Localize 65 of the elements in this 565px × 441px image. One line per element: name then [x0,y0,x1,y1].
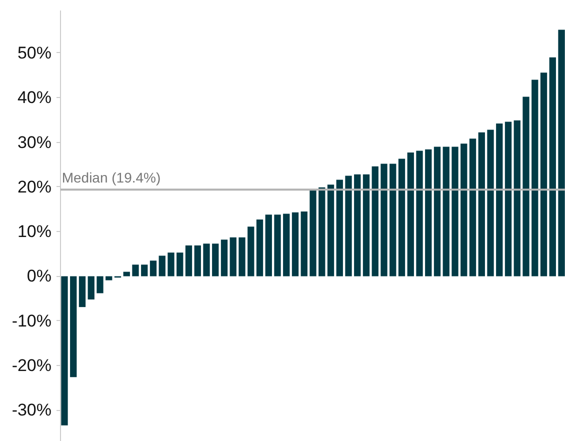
bar [141,264,148,276]
bar [434,146,441,276]
bar [283,214,290,276]
bar [372,166,378,276]
bar [230,237,236,276]
bar [212,244,219,276]
bar [88,276,94,300]
bar [522,96,530,276]
y-tick-label: -20% [12,356,52,376]
bar [514,120,520,276]
bar [96,276,104,294]
bar [150,260,157,276]
bar [362,174,370,276]
bar [398,158,406,276]
bar [238,237,246,276]
bar [407,152,414,276]
bar [168,252,174,276]
bar [203,244,210,276]
bar [442,146,450,276]
bar [336,180,343,276]
bar [61,276,68,426]
bar [78,276,86,308]
bar [416,150,423,276]
bar [185,245,192,276]
bar [354,174,361,276]
bar [158,256,166,276]
ref-line-label: Median (19.4%) [62,170,161,186]
y-tick-label: -30% [12,400,52,420]
bar [504,122,512,276]
bar [248,226,254,276]
bar [106,276,112,280]
bar [274,214,281,276]
bar [469,138,476,276]
bar [327,184,334,276]
bar [496,124,503,276]
bar [532,80,538,276]
bar [220,240,228,276]
bar [558,30,565,276]
bar [318,187,326,276]
bar [310,190,316,276]
bar [487,130,494,276]
y-tick-label: 50% [17,43,52,62]
y-tick-label: 40% [17,88,52,108]
bar [549,57,556,276]
bar [292,212,299,276]
y-tick-label: -10% [12,311,52,330]
bar [194,245,201,276]
bar [70,276,77,378]
bar [540,72,548,276]
bar [478,132,485,276]
bar [300,211,308,276]
bar [176,252,184,276]
bar [265,214,272,276]
y-tick-label: 20% [17,177,52,196]
bar [425,149,432,276]
bar [380,164,388,276]
bar [132,264,139,276]
bar [390,164,396,276]
y-tick-label: 0% [26,266,52,286]
y-tick-label: 10% [17,222,52,242]
bar [460,144,468,276]
y-tick-label: 30% [17,132,52,152]
bar [452,146,458,276]
bar [256,220,264,276]
bar [345,176,352,276]
